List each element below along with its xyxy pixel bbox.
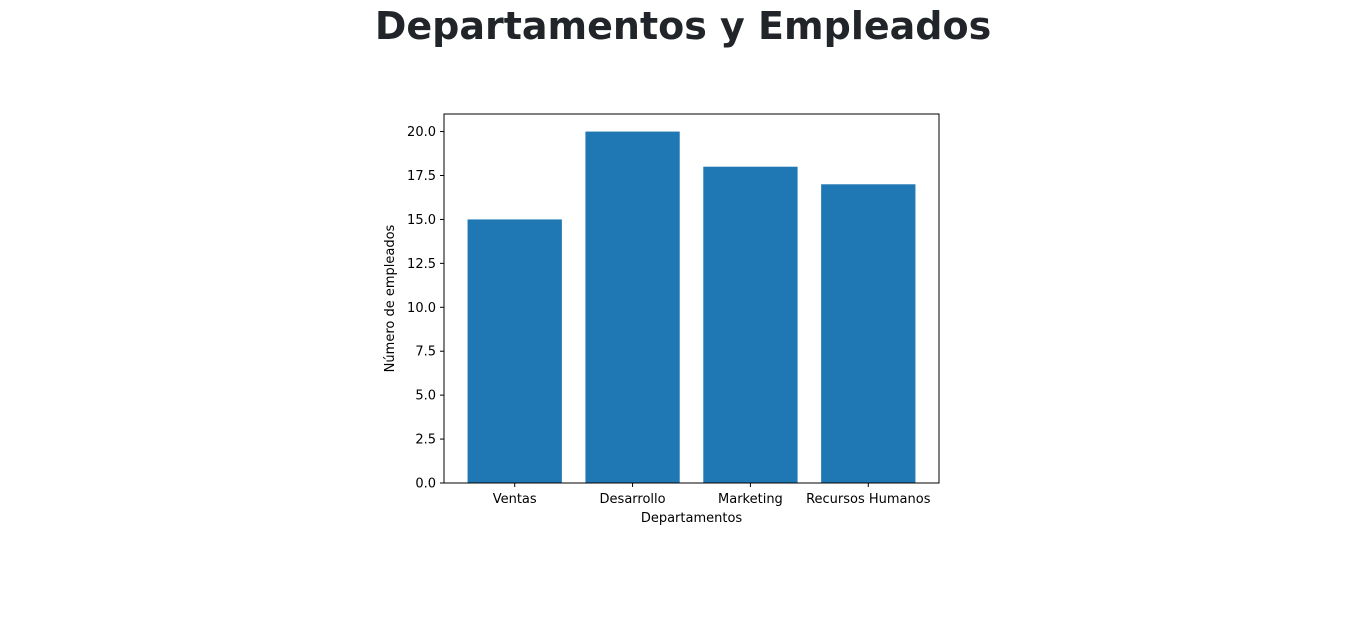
y-tick-label: 20.0 [407, 125, 436, 140]
bar-recursos-humanos [821, 184, 916, 483]
y-axis: 0.0 2.5 5.0 7.5 10.0 12.5 15.0 17.5 20.0 [407, 125, 444, 492]
x-tick-label: Ventas [493, 492, 537, 507]
bar-desarrollo [585, 131, 680, 484]
y-axis-label: Número de empleados [383, 224, 398, 372]
bar-chart: 0.0 2.5 5.0 7.5 10.0 12.5 15.0 17.5 20.0 Ventas D… [360, 100, 960, 540]
y-tick-label: 7.5 [415, 345, 436, 360]
bar-ventas [467, 219, 562, 483]
plot-frame [443, 113, 940, 484]
y-tick-label: 12.5 [407, 257, 436, 272]
y-tick-label: 10.0 [407, 301, 436, 316]
x-tick-label: Desarrollo [600, 492, 666, 507]
y-tick-label: 5.0 [415, 389, 436, 404]
x-tick-label: Recursos Humanos [806, 492, 931, 507]
y-tick-label: 0.0 [415, 477, 436, 492]
y-tick-label: 17.5 [407, 169, 436, 184]
bars-group [467, 131, 916, 484]
y-tick-label: 2.5 [415, 433, 436, 448]
x-axis: Ventas Desarrollo Marketing Recursos Humano… [493, 483, 931, 507]
bar-marketing [703, 166, 798, 483]
page-title: Departamentos y Empleados [374, 4, 992, 48]
x-axis-label: Departamentos [641, 511, 743, 526]
x-tick-label: Marketing [718, 492, 783, 507]
chart-svg: 0.0 2.5 5.0 7.5 10.0 12.5 15.0 17.5 20.0 Ventas D… [383, 113, 940, 526]
y-tick-label: 15.0 [407, 213, 436, 228]
